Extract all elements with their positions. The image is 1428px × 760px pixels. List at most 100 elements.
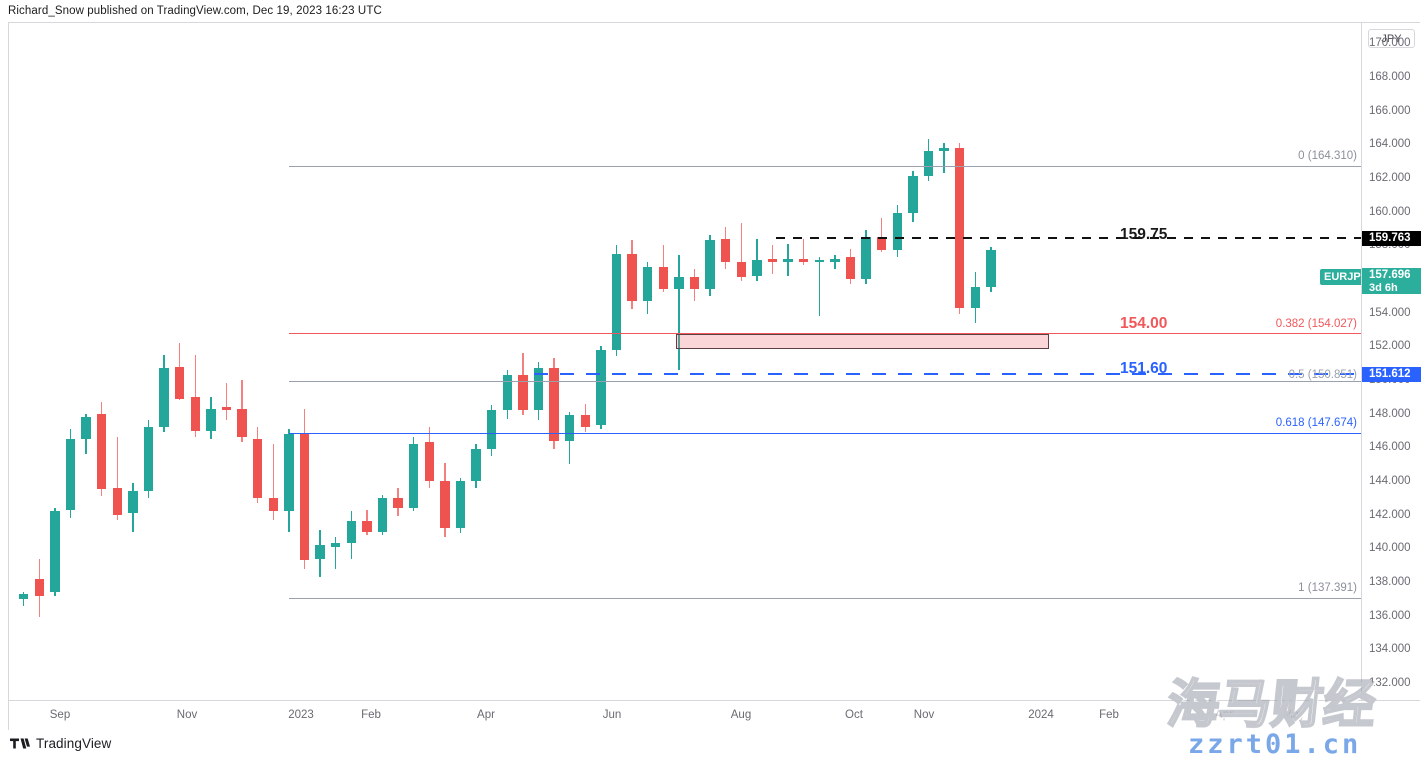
candle-body <box>596 349 606 426</box>
candle-body <box>611 253 622 350</box>
price-tick: 166.000 <box>1369 104 1411 117</box>
time-tick: 2023 <box>288 709 314 721</box>
time-tick: Oct <box>845 709 863 721</box>
candle-body <box>112 487 122 515</box>
candle-body <box>502 374 512 411</box>
candle-body <box>143 427 154 492</box>
candle-body <box>253 438 263 498</box>
candle-wick <box>116 437 119 520</box>
price-axis[interactable]: JPY 170.000 168.000 166.000 164.000 162.000 1… <box>1361 23 1421 700</box>
candle-body <box>471 449 481 482</box>
candle-wick <box>802 238 805 266</box>
price-tick: 138.000 <box>1369 576 1411 589</box>
candle-wick <box>334 536 337 569</box>
candle-body <box>393 497 403 508</box>
candle-body <box>487 410 497 450</box>
tradingview-mark-icon <box>10 738 30 749</box>
candle-body <box>923 150 934 177</box>
time-tick: May <box>1283 709 1305 721</box>
price-label-resistance[interactable]: 159.763 <box>1362 231 1421 246</box>
candle-body <box>986 250 996 288</box>
candle-wick <box>818 257 821 317</box>
candle-body <box>674 277 684 290</box>
candle-body <box>736 262 746 278</box>
price-tick: 154.000 <box>1369 306 1411 319</box>
candle-body <box>549 368 559 441</box>
price-tick: 168.000 <box>1369 70 1411 83</box>
candle-body <box>752 260 762 276</box>
tradingview-logo-text: TradingView <box>36 736 112 751</box>
annotation-159-75: 159.75 <box>1120 226 1168 243</box>
candle-body <box>955 147 965 308</box>
candle-wick <box>834 255 836 269</box>
time-tick: Apr <box>477 709 495 721</box>
price-label-last[interactable]: 157.696 3d 6h <box>1362 268 1421 294</box>
candle-wick <box>880 218 883 253</box>
time-tick: Feb <box>361 709 381 721</box>
price-tick: 164.000 <box>1369 138 1411 151</box>
support-line-151-60[interactable] <box>534 373 1361 376</box>
candle-body <box>424 442 434 482</box>
candle-body <box>409 444 419 508</box>
candle-wick <box>740 223 743 281</box>
chart-frame: 0 (164.310) 0.382 (154.027) 0.5 (150.851… <box>8 22 1421 730</box>
time-tick: Feb <box>1099 709 1119 721</box>
price-tick: 146.000 <box>1369 441 1411 454</box>
candle-body <box>221 406 232 411</box>
price-label-resistance-value: 159.763 <box>1369 232 1411 244</box>
price-label-countdown: 3d 6h <box>1369 282 1398 294</box>
candle-body <box>565 415 575 441</box>
candle-body <box>970 287 980 308</box>
candle-body <box>206 408 216 431</box>
candle-body <box>175 366 185 399</box>
price-tick: 162.000 <box>1369 171 1411 184</box>
chart-plot-area[interactable]: 0 (164.310) 0.382 (154.027) 0.5 (150.851… <box>9 23 1361 700</box>
fib-line-1[interactable] <box>289 598 1361 599</box>
price-tick: 152.000 <box>1369 340 1411 353</box>
candle-wick <box>943 142 945 173</box>
candle-body <box>81 417 91 439</box>
price-tick: 144.000 <box>1369 475 1411 488</box>
time-tick: 2024 <box>1028 709 1054 721</box>
fib-line-0618[interactable] <box>289 433 1361 434</box>
price-tick: 140.000 <box>1369 542 1411 555</box>
candle-body <box>50 511 60 593</box>
price-label-support[interactable]: 151.612 <box>1362 367 1421 382</box>
annotation-154-00: 154.00 <box>1120 315 1168 332</box>
time-tick: Jun <box>602 709 622 721</box>
supply-demand-zone[interactable] <box>676 334 1049 349</box>
candle-body <box>877 236 887 251</box>
candle-body <box>65 438 76 510</box>
time-tick: Nov <box>913 709 935 721</box>
publisher-credit: Richard_Snow published on TradingView.co… <box>8 5 382 17</box>
candle-body <box>518 374 528 411</box>
symbol-tag[interactable]: EURJPY <box>1320 269 1361 285</box>
currency-badge[interactable]: JPY <box>1368 29 1415 48</box>
time-tick: Sep <box>49 709 71 721</box>
price-tick: 136.000 <box>1369 609 1411 622</box>
time-axis[interactable]: Sep Nov 2023 Feb Apr Jun Aug Oct Nov 2024 Feb Apr Ma… <box>9 700 1420 730</box>
candle-body <box>689 277 700 290</box>
resistance-line-159-75[interactable] <box>776 237 1361 239</box>
candle-body <box>814 260 824 263</box>
candle-body <box>658 267 668 290</box>
candle-body <box>627 253 637 301</box>
candle-wick <box>225 383 228 421</box>
candle-wick <box>756 238 758 281</box>
fib-line-0[interactable] <box>289 166 1361 167</box>
candle-body <box>799 258 809 263</box>
candle-body <box>159 368 169 428</box>
candle-body <box>440 481 450 529</box>
fib-label-0: 0 (164.310) <box>1298 150 1357 162</box>
candle-body <box>19 593 29 599</box>
time-tick: Nov <box>176 709 198 721</box>
price-tick: 134.000 <box>1369 643 1411 656</box>
candlestick-series <box>9 23 1361 700</box>
fib-line-05[interactable] <box>289 381 1361 382</box>
price-tick: 142.000 <box>1369 508 1411 521</box>
tradingview-logo[interactable]: TradingView <box>10 736 111 751</box>
candle-body <box>643 267 653 301</box>
candle-body <box>783 258 793 263</box>
price-label-support-value: 151.612 <box>1369 368 1411 380</box>
fib-line-0382-and-support-154[interactable] <box>289 333 1361 334</box>
